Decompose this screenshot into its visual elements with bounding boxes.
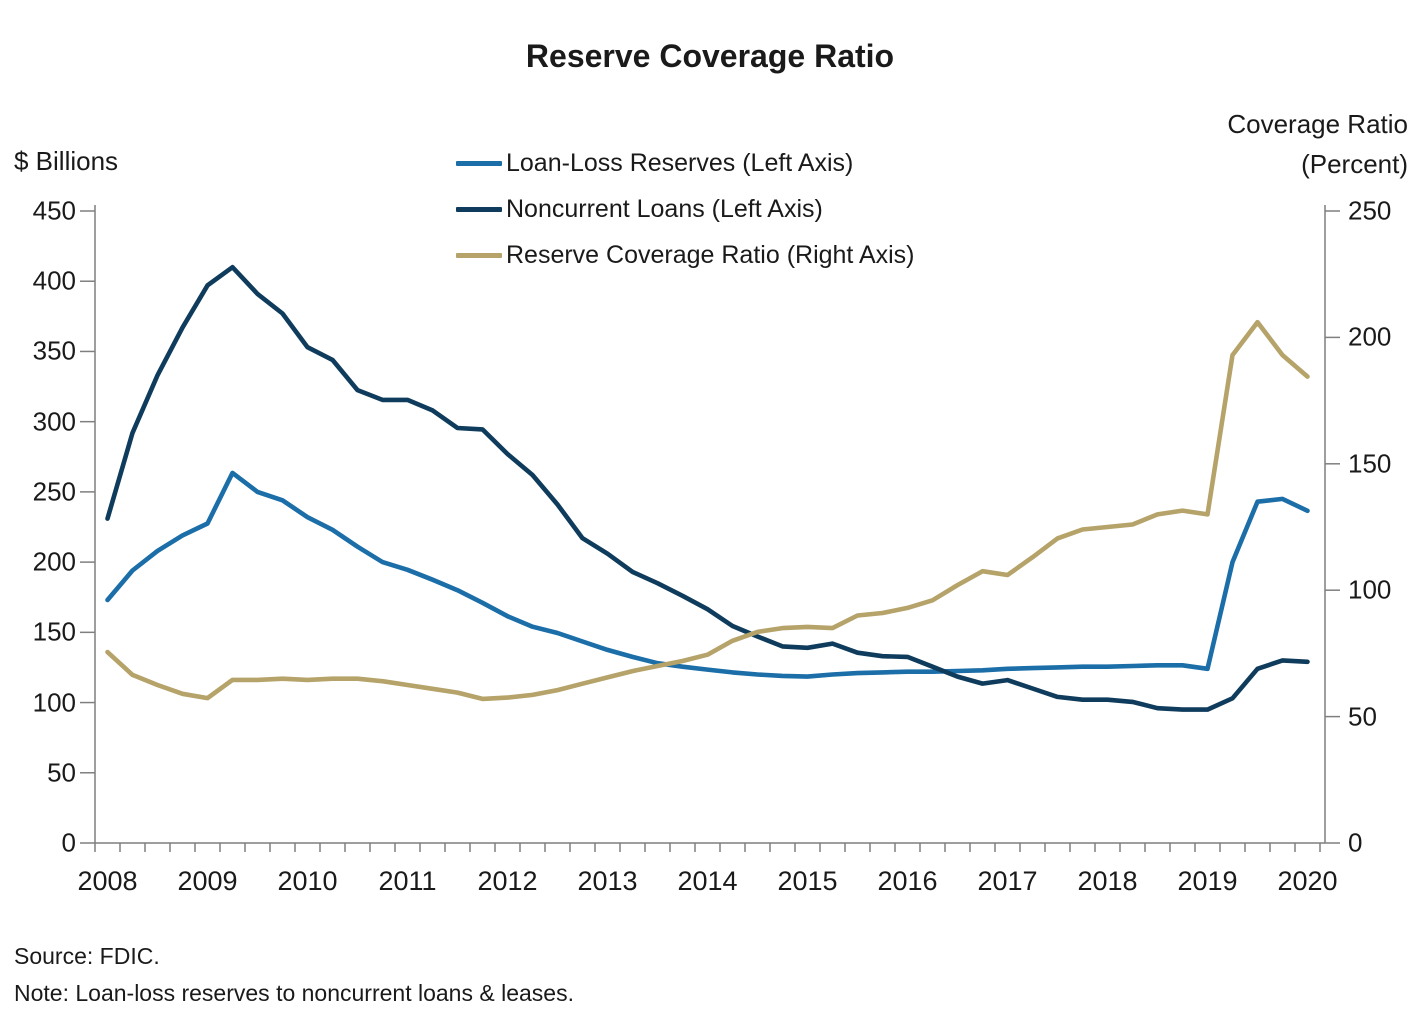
x-axis-year-label: 2010 [277, 866, 338, 896]
source-note: Source: FDIC. [14, 943, 160, 969]
right-axis-tick-label: 0 [1348, 827, 1363, 858]
series-line-0 [105, 470, 1310, 679]
footer: Source: FDIC. Note: Loan-loss reserves t… [14, 938, 574, 1012]
x-axis-year-label: 2012 [477, 866, 538, 896]
x-axis-year-label: 2019 [1177, 866, 1238, 896]
left-axis-tick-label: 100 [32, 687, 76, 718]
x-axis-year-label: 2015 [777, 866, 838, 896]
legend-item-loan-loss-reserves: Loan-Loss Reserves (Left Axis) [456, 140, 915, 186]
legend-label: Noncurrent Loans (Left Axis) [506, 194, 823, 223]
legend-line-swatch-blue [456, 160, 502, 166]
legend-line-swatch-navy [456, 206, 502, 212]
left-axis-tick-label: 300 [32, 406, 76, 437]
left-axis-tick-label: 400 [32, 265, 76, 296]
right-axis-tick-label: 150 [1348, 448, 1392, 479]
legend: Loan-Loss Reserves (Left Axis) Noncurren… [456, 140, 915, 278]
right-axis-tick-label: 50 [1348, 701, 1377, 732]
series-line-2 [105, 319, 1310, 702]
right-axis-unit-label: Coverage Ratio (Percent) [1227, 104, 1408, 184]
x-axis-year-label: 2020 [1277, 866, 1338, 896]
x-axis-year-label: 2008 [77, 866, 138, 896]
left-axis-tick-label: 450 [32, 195, 76, 226]
series-line-1 [105, 264, 1310, 712]
x-axis-year-label: 2009 [177, 866, 238, 896]
x-axis-year-label: 2016 [877, 866, 938, 896]
right-axis-tick-label: 200 [1348, 321, 1392, 352]
legend-line-swatch-tan [456, 252, 502, 258]
definition-note: Note: Loan-loss reserves to noncurrent l… [14, 980, 574, 1006]
left-axis-tick-label: 250 [32, 476, 76, 507]
legend-item-noncurrent-loans: Noncurrent Loans (Left Axis) [456, 186, 915, 232]
chart-title: Reserve Coverage Ratio [525, 38, 895, 74]
left-axis-tick-label: 0 [61, 827, 76, 858]
x-axis-year-label: 2011 [378, 866, 437, 896]
left-axis-unit-label: $ Billions [14, 146, 119, 176]
x-axis-year-label: 2013 [577, 866, 638, 896]
left-axis-tick-label: 350 [32, 335, 76, 366]
legend-label: Loan-Loss Reserves (Left Axis) [506, 148, 854, 177]
legend-item-reserve-coverage-ratio: Reserve Coverage Ratio (Right Axis) [456, 232, 915, 278]
left-axis-tick-label: 50 [47, 757, 76, 788]
right-axis-unit-line2: (Percent) [1301, 149, 1408, 179]
x-axis-year-label: 2014 [677, 866, 738, 896]
left-axis-tick-label: 200 [32, 546, 76, 577]
right-axis-unit-line1: Coverage Ratio [1227, 109, 1408, 139]
x-axis-year-label: 2017 [977, 866, 1038, 896]
right-axis-tick-label: 250 [1348, 195, 1392, 226]
x-axis-year-label: 2018 [1077, 866, 1138, 896]
legend-label: Reserve Coverage Ratio (Right Axis) [506, 240, 915, 269]
left-axis-tick-label: 150 [32, 616, 76, 647]
right-axis-tick-label: 100 [1348, 574, 1392, 605]
